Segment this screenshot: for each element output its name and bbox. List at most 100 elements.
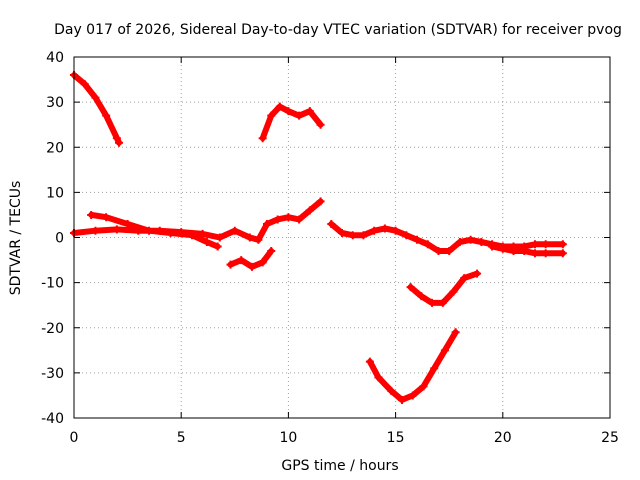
data-point <box>530 240 539 249</box>
data-point <box>406 283 415 292</box>
x-tick-label: 5 <box>177 430 186 446</box>
data-point <box>198 229 207 238</box>
y-tick-label: 0 <box>55 231 64 247</box>
data-point <box>102 111 111 120</box>
data-point <box>359 231 368 240</box>
data-point <box>477 238 486 247</box>
data-point <box>102 213 111 222</box>
data-point <box>438 298 447 307</box>
data-point <box>488 242 497 251</box>
y-axis-title: SDTVAR / TECUs <box>8 181 24 296</box>
y-tick-label: -20 <box>41 321 64 337</box>
data-point <box>391 226 400 235</box>
data-point <box>145 226 154 235</box>
x-tick-label: 25 <box>601 430 619 446</box>
data-point <box>213 242 222 251</box>
data-point <box>466 235 475 244</box>
data-point <box>541 249 550 258</box>
data-point <box>398 395 407 404</box>
x-tick-label: 20 <box>494 430 512 446</box>
y-tick-label: -30 <box>41 366 64 382</box>
data-point <box>295 111 304 120</box>
data-point <box>112 225 121 234</box>
data-point <box>267 111 276 120</box>
data-point <box>215 233 224 242</box>
data-point <box>445 247 454 256</box>
data-point <box>258 258 267 267</box>
data-point <box>370 226 379 235</box>
data-point <box>338 228 346 237</box>
data-point <box>419 382 428 391</box>
data-point <box>247 262 256 271</box>
data-point <box>166 228 175 237</box>
y-tick-label: 20 <box>46 140 64 156</box>
data-point <box>434 247 443 256</box>
data-point <box>408 391 417 400</box>
data-point <box>541 240 550 249</box>
data-point <box>112 134 121 143</box>
data-point <box>430 364 439 373</box>
data-point <box>267 247 276 256</box>
data-point <box>365 357 374 366</box>
series-line-seg-i <box>366 329 459 403</box>
tick-layer: 0 5 10 15 20 25 -40 -30 -20 -10 0 10 20 30 40 <box>41 50 619 446</box>
data-point <box>348 231 357 240</box>
series-line-seg-e <box>227 248 275 270</box>
data-point <box>316 197 325 206</box>
data-point <box>230 226 239 235</box>
data-point <box>187 231 196 240</box>
y-tick-label: -40 <box>41 411 64 427</box>
data-point <box>284 107 293 116</box>
data-point <box>440 346 449 355</box>
data-point <box>284 213 293 222</box>
y-tick-label: 30 <box>46 95 64 111</box>
data-point <box>273 215 282 224</box>
data-point <box>80 80 89 89</box>
x-tick-label: 0 <box>70 430 79 446</box>
x-tick-label: 15 <box>387 430 405 446</box>
data-point <box>374 373 383 382</box>
data-point <box>202 238 211 247</box>
y-tick-label: 40 <box>46 50 64 66</box>
series-line-seg-c <box>88 211 221 250</box>
data-point <box>305 107 314 116</box>
data-point <box>226 260 235 269</box>
data-point <box>327 219 336 228</box>
data-point <box>295 215 304 224</box>
data-point <box>498 244 507 253</box>
data-point <box>460 274 469 283</box>
data-point <box>275 102 284 111</box>
data-point <box>316 120 325 129</box>
data-point <box>520 247 529 256</box>
data-point <box>91 93 100 102</box>
x-axis-title: GPS time / hours <box>281 458 398 474</box>
series-line-seg-f <box>328 221 566 254</box>
data-point <box>380 224 389 233</box>
data-point <box>262 219 271 228</box>
data-point <box>558 240 567 249</box>
data-point <box>428 298 437 307</box>
data-point <box>455 238 464 247</box>
data-point <box>254 235 263 244</box>
data-point <box>449 287 458 296</box>
data-point <box>423 240 432 249</box>
chart-title: Day 017 of 2026, Sidereal Day-to-day VTE… <box>54 22 622 38</box>
y-tick-label: 10 <box>46 185 64 201</box>
data-point <box>509 247 518 256</box>
data-point <box>451 328 460 337</box>
grid-layer <box>74 57 610 418</box>
data-point <box>305 206 314 215</box>
data-point <box>245 233 254 242</box>
x-tick-label: 10 <box>279 430 297 446</box>
data-point <box>413 235 422 244</box>
series-line-seg-a <box>71 72 122 146</box>
data-point <box>387 386 396 395</box>
data-point <box>258 134 267 143</box>
data-point <box>558 249 567 258</box>
data-point <box>402 231 411 240</box>
data-point <box>87 210 96 219</box>
data-point <box>91 226 100 235</box>
data-point <box>237 256 246 265</box>
data-point <box>530 249 539 258</box>
